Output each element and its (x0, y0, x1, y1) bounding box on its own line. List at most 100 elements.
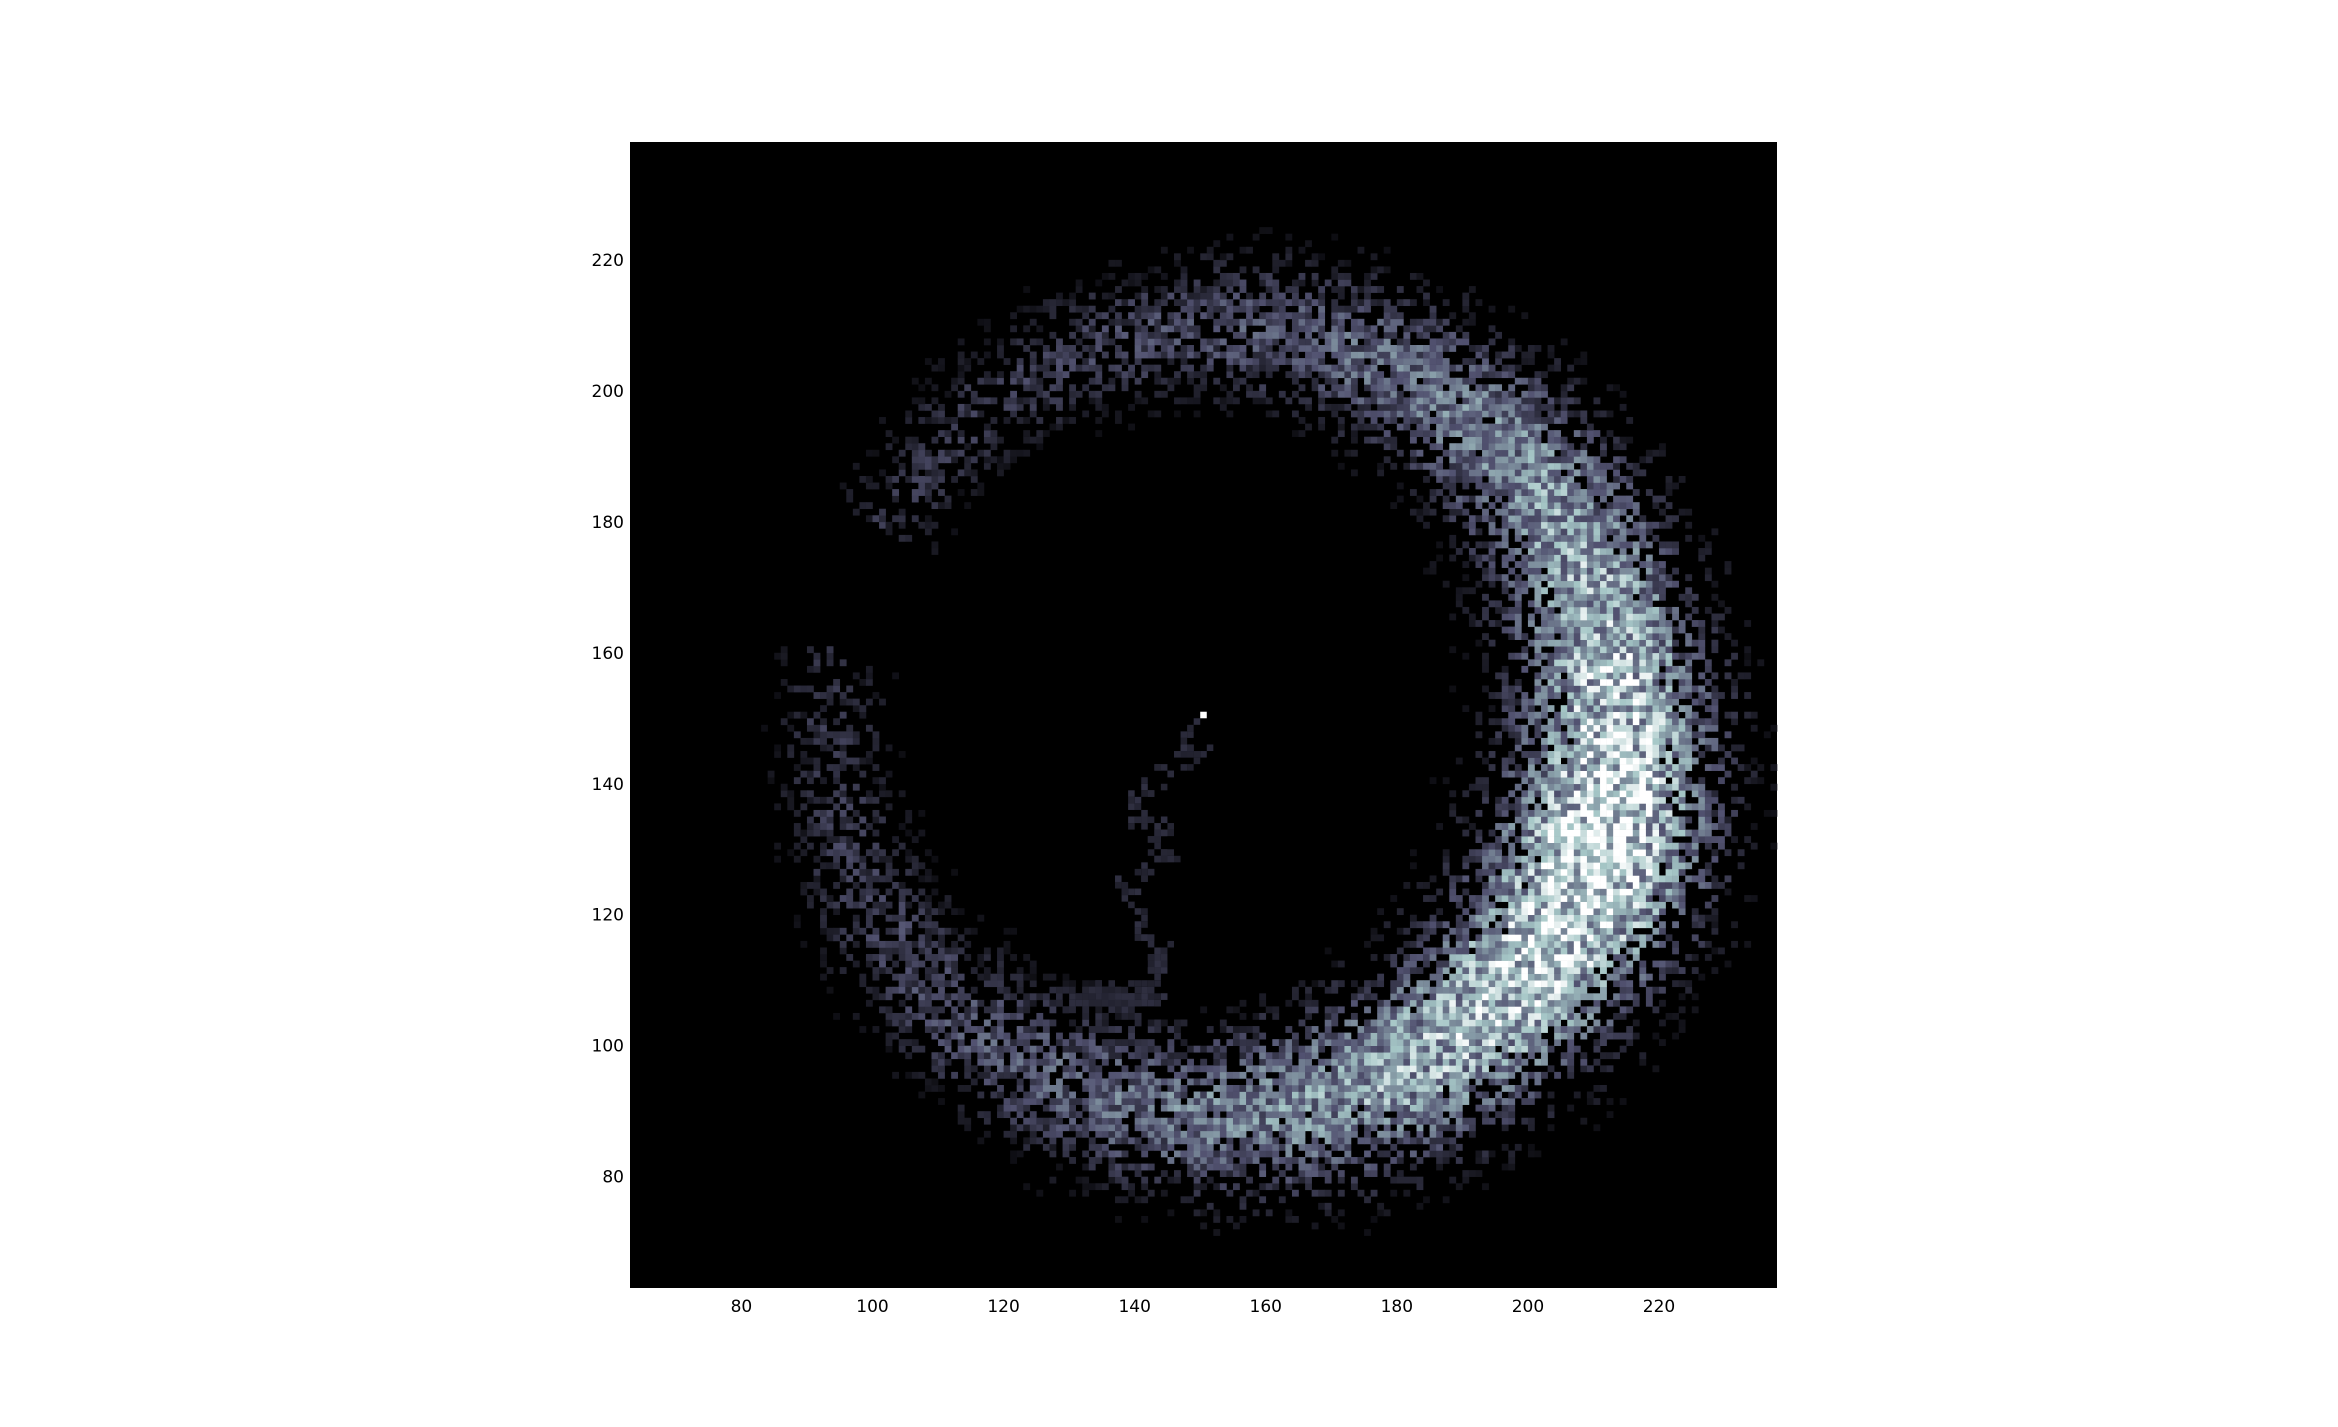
density-cell (833, 803, 841, 811)
density-cell (846, 731, 854, 739)
density-cell (1042, 1071, 1050, 1079)
density-cell (1082, 1058, 1090, 1066)
density-cell (1482, 1065, 1489, 1073)
density-cell (872, 482, 880, 490)
density-cell (1534, 449, 1542, 457)
density-cell (1482, 554, 1489, 562)
density-cell (1331, 266, 1339, 274)
density-cell (1429, 1045, 1437, 1053)
density-cell (1403, 999, 1411, 1007)
density-cell (1377, 980, 1385, 988)
density-cell (1101, 1130, 1109, 1138)
density-cell (1383, 954, 1391, 961)
density-cell (977, 318, 985, 326)
density-cell (1527, 940, 1535, 948)
density-cell (1383, 1124, 1391, 1132)
density-cell (1514, 587, 1522, 595)
density-cell (833, 927, 841, 935)
density-cell (1344, 345, 1352, 352)
density-cell (1534, 469, 1542, 477)
density-cell (1291, 371, 1299, 379)
density-cell (1554, 1026, 1561, 1033)
density-cell (983, 456, 991, 464)
density-cell (1436, 443, 1444, 451)
density-cell (1023, 999, 1031, 1007)
density-cell (1396, 1111, 1404, 1119)
density-cell (1488, 705, 1496, 713)
density-cell (1082, 980, 1090, 988)
density-cell (885, 482, 893, 490)
density-cell (898, 1026, 906, 1033)
density-cell (1416, 515, 1424, 523)
density-cell (1206, 358, 1214, 365)
density-cell (1121, 299, 1129, 307)
density-cell (1488, 993, 1496, 1001)
density-cell (1495, 469, 1503, 477)
density-cell (1495, 692, 1503, 699)
density-cell (813, 737, 821, 745)
density-cell (1396, 423, 1404, 431)
density-cell (1508, 888, 1516, 896)
density-cell (1455, 548, 1463, 555)
density-cell (767, 770, 775, 778)
density-cell (1377, 1045, 1385, 1053)
density-cell (938, 940, 945, 948)
density-cell (1226, 1091, 1234, 1099)
density-cell (970, 390, 978, 398)
density-cell (1383, 1012, 1391, 1020)
density-cell (892, 489, 900, 496)
density-cell (1272, 292, 1280, 300)
density-cell (898, 980, 906, 988)
density-cell (1226, 1117, 1234, 1125)
density-cell (1193, 1143, 1201, 1151)
density-cell (1069, 384, 1076, 392)
density-cell (1468, 449, 1476, 457)
density-cell (1495, 731, 1503, 739)
density-cell (1069, 1052, 1076, 1060)
density-cell (1475, 620, 1483, 627)
density-cell (1390, 1189, 1398, 1197)
density-cell (1174, 279, 1181, 287)
density-cell (1475, 868, 1483, 876)
density-cell (1541, 908, 1548, 916)
density-cell (1003, 449, 1011, 457)
density-cell (1069, 1032, 1076, 1040)
density-cell (1016, 417, 1024, 424)
density-cell (1468, 1065, 1476, 1073)
density-cell (1521, 705, 1529, 713)
density-cell (1311, 1150, 1319, 1158)
density-cell (1344, 364, 1352, 372)
density-cell (1167, 1098, 1175, 1105)
density-cell (1298, 1170, 1306, 1177)
density-cell (1029, 1052, 1037, 1060)
density-cell (839, 836, 847, 843)
density-cell (1134, 1124, 1142, 1132)
density-cell (1436, 986, 1444, 994)
density-cell (1298, 1071, 1306, 1079)
density-cell (1370, 299, 1378, 307)
density-cell (1259, 1150, 1267, 1158)
density-cell (1370, 934, 1378, 942)
density-cell (1514, 737, 1522, 745)
density-cell (1547, 960, 1555, 968)
density-cell (1462, 1117, 1470, 1125)
density-cell (839, 698, 847, 706)
density-cell (1501, 1117, 1509, 1125)
density-cell (1003, 1065, 1011, 1073)
density-cell (1259, 1032, 1267, 1040)
density-cell (1364, 1229, 1371, 1236)
density-cell (1455, 423, 1463, 431)
density-cell (1527, 764, 1535, 771)
density-cell (1403, 325, 1411, 333)
density-cell (1508, 371, 1516, 379)
density-cell (1193, 351, 1201, 359)
density-cell (970, 489, 978, 496)
density-cell (1344, 1143, 1352, 1151)
density-cell (1482, 1045, 1489, 1053)
density-cell (1154, 1130, 1162, 1138)
density-cell (1193, 410, 1201, 418)
density-cell (839, 731, 847, 739)
density-cell (1147, 351, 1155, 359)
density-cell (1088, 1065, 1096, 1073)
density-cell (1219, 338, 1227, 346)
